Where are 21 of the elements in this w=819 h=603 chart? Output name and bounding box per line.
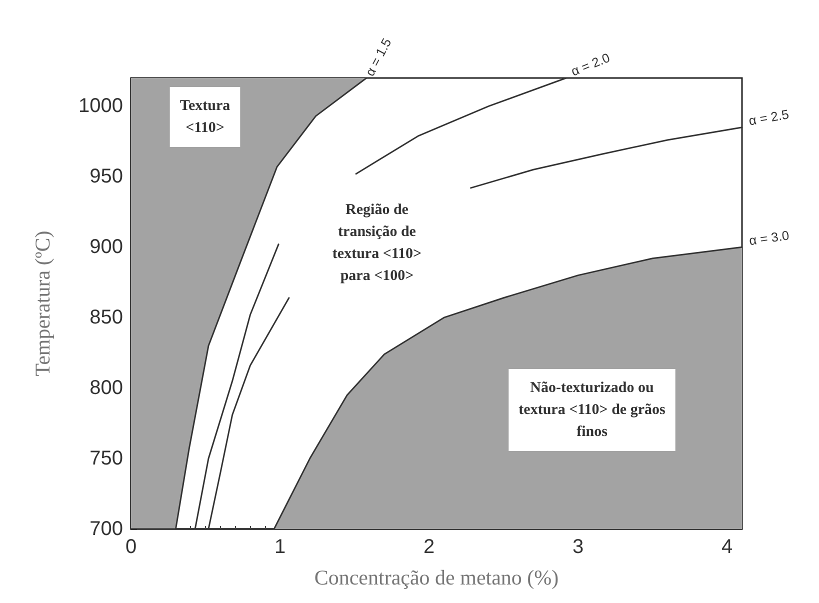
x-tick-label: 3 [572, 536, 584, 558]
text: α = 1.5 [362, 36, 394, 78]
y-tick-label: 700 [90, 518, 123, 540]
x-axis-title: Concentração de metano (%) [314, 566, 559, 590]
annotation: Região de transição de textura <110> para <100> [332, 202, 422, 284]
text: α = 3.0 [748, 228, 790, 248]
y-tick-label: 950 [90, 166, 123, 188]
x-tick-label: 0 [125, 536, 137, 558]
x-tick-label: 2 [423, 536, 435, 558]
y-axis-title: Temperatura (ºC) [30, 230, 54, 376]
annotation: Não-texturizado ou textura <110> de grãos finos [518, 380, 666, 440]
y-tick-label: 1000 [78, 95, 123, 118]
text: α = 2.0 [568, 50, 612, 79]
y-tick-label: 750 [90, 448, 123, 470]
annotation: Textura <110> [180, 98, 231, 136]
x-tick-label: 4 [722, 536, 733, 558]
text: α = 2.5 [748, 106, 790, 128]
x-tick-label: 1 [274, 536, 286, 558]
y-tick-label: 900 [90, 236, 123, 258]
y-tick-label: 800 [90, 377, 123, 400]
y-tick-label: 850 [90, 306, 123, 329]
